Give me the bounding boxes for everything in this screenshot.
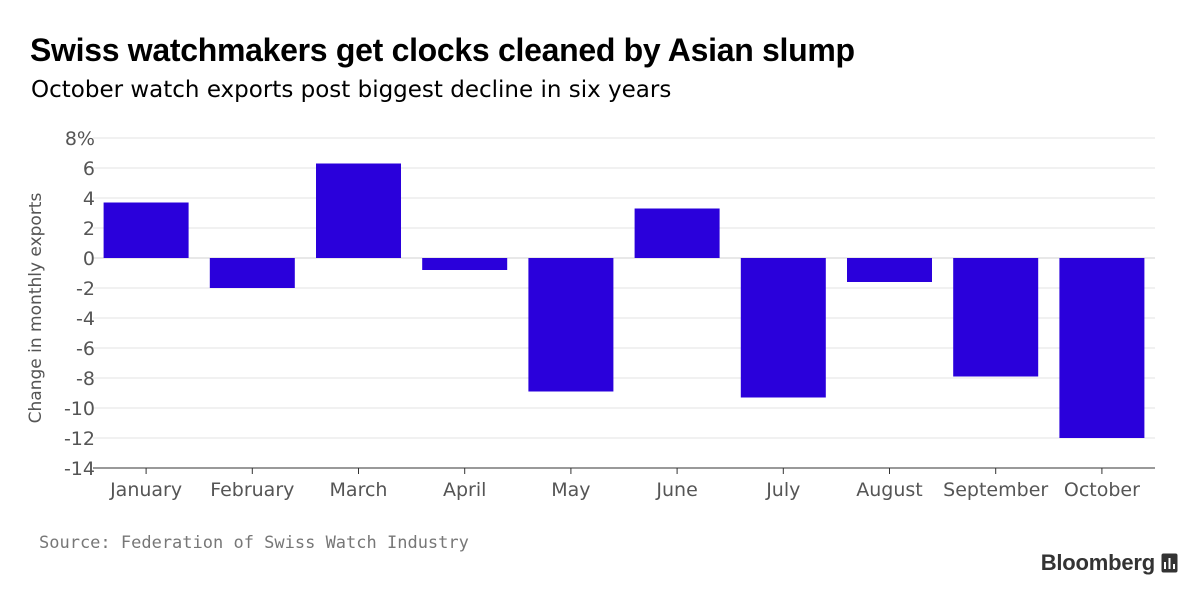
x-tick-label: March	[330, 479, 388, 501]
bar-january	[103, 202, 189, 258]
x-tick-label: May	[551, 479, 590, 501]
y-tick-label: 4	[83, 188, 95, 210]
y-tick-label: -12	[64, 428, 95, 450]
y-tick-label: 8%	[65, 128, 95, 150]
y-tick-label: -10	[64, 398, 95, 420]
y-tick-label: 0	[83, 248, 95, 270]
y-tick-label: -6	[76, 338, 95, 360]
bar-february	[209, 258, 295, 288]
bar-july	[740, 258, 826, 398]
bar-march	[316, 163, 401, 258]
source-note: Source: Federation of Swiss Watch Indust…	[39, 533, 469, 553]
bar-april	[422, 258, 508, 270]
bloomberg-logo: Bloomberg	[1041, 550, 1178, 576]
x-tick-label: August	[856, 479, 923, 501]
brand-name: Bloomberg	[1040, 550, 1156, 575]
y-tick-label: 6	[83, 158, 95, 180]
y-tick-label: -2	[76, 278, 95, 300]
y-tick-label: 2	[83, 218, 95, 240]
x-tick-label: July	[765, 479, 800, 501]
x-tick-label: April	[443, 479, 486, 501]
y-tick-label: -8	[76, 368, 95, 390]
y-tick-label: -4	[76, 308, 95, 330]
bar-october	[1059, 258, 1145, 438]
y-axis-label: Change in monthly exports	[26, 193, 46, 424]
bar-september	[953, 258, 1039, 377]
x-tick-label: January	[109, 479, 182, 501]
bar-may	[528, 258, 614, 392]
x-tick-label: September	[943, 479, 1048, 501]
x-tick-label: October	[1064, 479, 1140, 501]
y-tick-label: -14	[64, 458, 95, 480]
bloomberg-terminal-icon	[1161, 553, 1178, 573]
axes: 8% 6 4 2 0 -2 -4 -6 -8 -10 -12 -14 January February Ma…	[64, 128, 1155, 501]
bar-august	[847, 258, 932, 282]
x-tick-label: June	[655, 479, 697, 501]
chart-subtitle: October watch exports post biggest decli…	[31, 77, 672, 103]
bar-june	[634, 208, 720, 258]
bars	[103, 163, 1145, 438]
chart-title: Swiss watchmakers get clocks cleaned by …	[30, 32, 855, 68]
x-tick-label: February	[210, 479, 294, 501]
